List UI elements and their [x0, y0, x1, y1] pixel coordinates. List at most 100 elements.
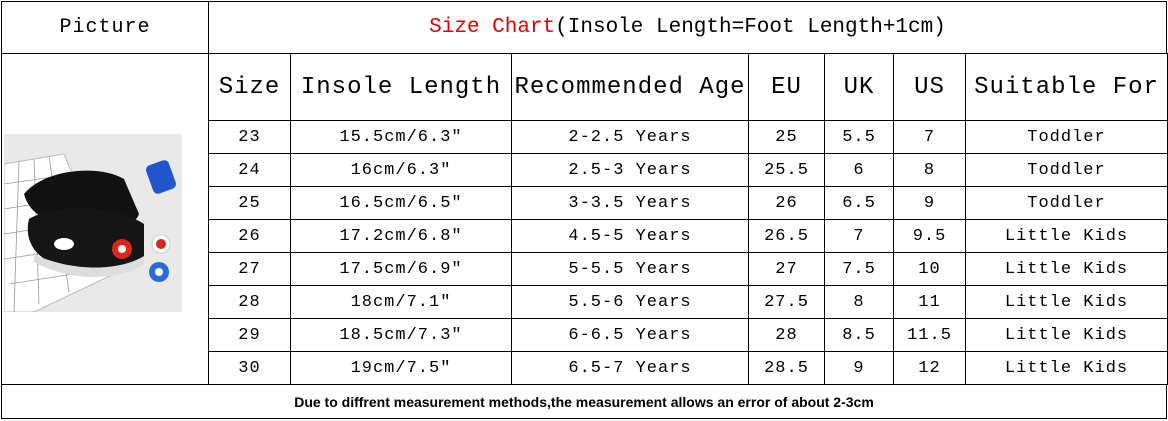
table-cell: 8 — [824, 285, 894, 319]
table-cell: 9.5 — [893, 219, 966, 253]
table-cell: 10 — [893, 252, 966, 286]
table-cell-text: 19cm/7.5″ — [350, 358, 452, 378]
table-cell: 4.5-5 Years — [511, 219, 749, 253]
table-cell-text: Toddler — [1027, 127, 1106, 147]
table-cell-text: 9 — [923, 193, 936, 213]
table-cell-text: 28.5 — [764, 358, 809, 378]
picture-header: Picture — [1, 1, 209, 54]
table-cell-text: 28 — [238, 292, 261, 312]
table-cell-text: 18cm/7.1″ — [350, 292, 452, 312]
table-cell-text: Little Kids — [1004, 226, 1129, 246]
table-cell: 5.5-6 Years — [511, 285, 749, 319]
table-cell-text: 16.5cm/6.5″ — [339, 193, 463, 213]
column-header: US — [893, 53, 966, 121]
table-cell: 25 — [208, 186, 291, 220]
table-cell: Little Kids — [965, 351, 1168, 385]
table-cell-text: 11 — [918, 292, 941, 312]
table-cell-text: 7.5 — [842, 259, 876, 279]
footer-text: Due to diffrent measurement methods,the … — [294, 393, 874, 410]
table-cell-text: 5.5 — [842, 127, 876, 147]
table-cell: 8 — [893, 153, 966, 187]
table-cell-text: 9 — [853, 358, 865, 378]
table-cell-text: 29 — [238, 325, 261, 345]
table-cell: 6 — [824, 153, 894, 187]
column-header: UK — [824, 53, 894, 121]
table-cell: 25 — [748, 120, 825, 154]
column-header-text: Insole Length — [300, 73, 502, 101]
table-cell-text: 3-3.5 Years — [568, 193, 692, 213]
table-cell: 6.5-7 Years — [511, 351, 749, 385]
table-cell: 27.5 — [748, 285, 825, 319]
column-header-text: UK — [843, 73, 875, 101]
table-cell: Little Kids — [965, 252, 1168, 286]
table-cell: 15.5cm/6.3″ — [290, 120, 512, 154]
table-cell-text: 15.5cm/6.3″ — [339, 127, 463, 147]
table-cell-text: 2.5-3 Years — [568, 160, 692, 180]
table-cell: 2.5-3 Years — [511, 153, 749, 187]
table-cell: 3-3.5 Years — [511, 186, 749, 220]
table-cell: 8.5 — [824, 318, 894, 352]
table-cell-text: 12 — [918, 358, 941, 378]
table-cell: Little Kids — [965, 318, 1168, 352]
table-cell: 5-5.5 Years — [511, 252, 749, 286]
table-cell-text: 6-6.5 Years — [568, 325, 692, 345]
column-header-text: EU — [771, 73, 802, 101]
table-cell-text: Little Kids — [1004, 358, 1129, 378]
table-cell-text: 11.5 — [907, 325, 952, 345]
column-header: Recommended Age — [511, 53, 749, 121]
table-cell: 30 — [208, 351, 291, 385]
column-header-text: US — [914, 73, 945, 101]
table-cell-text: Little Kids — [1004, 259, 1129, 279]
table-cell: 9 — [824, 351, 894, 385]
table-cell-text: 6.5 — [842, 193, 876, 213]
table-cell-text: 6 — [853, 160, 865, 180]
table-cell-text: 17.5cm/6.9″ — [339, 259, 463, 279]
title-cell: Size Chart (Insole Length=Foot Length+1cm… — [208, 1, 1167, 54]
footer-note: Due to diffrent measurement methods,the … — [1, 384, 1167, 419]
table-cell-text: 7 — [923, 127, 936, 147]
table-cell: 9 — [893, 186, 966, 220]
table-cell-text: 25 — [238, 193, 261, 213]
table-cell-text: Little Kids — [1004, 292, 1129, 312]
table-cell-text: 26 — [238, 226, 261, 246]
table-cell-text: 6.5-7 Years — [568, 358, 692, 378]
table-cell: Toddler — [965, 153, 1168, 187]
table-cell-text: 23 — [238, 127, 261, 147]
table-cell-text: 18.5cm/7.3″ — [339, 325, 463, 345]
table-cell-text: 8 — [923, 160, 936, 180]
table-cell: 6.5 — [824, 186, 894, 220]
table-cell: Toddler — [965, 186, 1168, 220]
column-header: Suitable For — [965, 53, 1168, 121]
table-cell: 5.5 — [824, 120, 894, 154]
table-cell-text: 27 — [238, 259, 261, 279]
table-cell: 16cm/6.3″ — [290, 153, 512, 187]
table-cell-text: 17.2cm/6.8″ — [339, 226, 463, 246]
table-cell-text: 25 — [775, 127, 798, 147]
table-cell-text: 27.5 — [764, 292, 809, 312]
picture-label: Picture — [59, 16, 151, 39]
picture-cell — [1, 53, 209, 385]
table-cell: 28 — [208, 285, 291, 319]
table-cell: Little Kids — [965, 285, 1168, 319]
table-cell-text: 27 — [775, 259, 798, 279]
column-header: Insole Length — [290, 53, 512, 121]
table-cell: 28.5 — [748, 351, 825, 385]
product-photo — [4, 134, 182, 312]
table-cell-text: 25.5 — [764, 160, 809, 180]
column-header-text: Recommended Age — [514, 73, 746, 101]
table-cell: 7.5 — [824, 252, 894, 286]
table-cell: 2-2.5 Years — [511, 120, 749, 154]
table-cell-text: Toddler — [1027, 160, 1106, 180]
table-cell: 7 — [824, 219, 894, 253]
table-cell-text: 10 — [918, 259, 941, 279]
table-cell-text: 30 — [238, 358, 261, 378]
table-cell: 18.5cm/7.3″ — [290, 318, 512, 352]
table-cell-text: 26.5 — [764, 226, 809, 246]
table-cell: 11.5 — [893, 318, 966, 352]
table-cell: 7 — [893, 120, 966, 154]
table-cell: 27 — [748, 252, 825, 286]
table-cell: 17.5cm/6.9″ — [290, 252, 512, 286]
table-cell: 23 — [208, 120, 291, 154]
title-red: Size Chart — [429, 16, 556, 39]
